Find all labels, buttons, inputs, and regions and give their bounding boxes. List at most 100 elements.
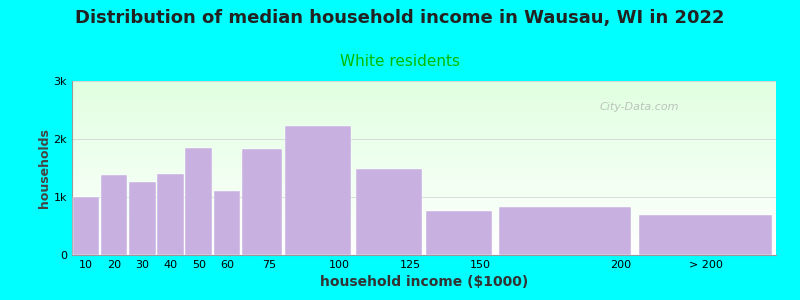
Bar (72, 123, 776, 124)
Text: City-Data.com: City-Data.com (600, 102, 679, 112)
Bar (72, 83, 776, 85)
Bar (72, 206, 776, 208)
Bar (72, 156, 776, 158)
Bar (72, 175, 776, 177)
Bar (72, 189, 776, 190)
Text: White residents: White residents (340, 54, 460, 69)
Bar (72, 135, 776, 137)
Bar (72, 220, 776, 222)
Bar (72, 142, 776, 144)
Bar (72, 239, 776, 241)
Bar (72, 215, 776, 217)
Bar (72, 222, 776, 224)
Bar (72, 93, 776, 95)
Bar (72, 243, 776, 244)
Bar (72, 81, 776, 83)
Bar (72, 187, 776, 189)
Bar (72, 232, 776, 234)
Bar (286, 126, 351, 255)
Bar (72, 180, 776, 182)
Bar (72, 130, 776, 131)
Bar (72, 246, 776, 248)
Bar (73, 197, 99, 255)
Bar (72, 208, 776, 210)
Bar (129, 182, 156, 255)
Bar (72, 198, 776, 199)
Bar (72, 185, 776, 187)
Bar (72, 109, 776, 111)
Bar (72, 85, 776, 86)
Bar (72, 199, 776, 201)
Bar (72, 161, 776, 163)
Bar (72, 184, 776, 185)
Bar (72, 107, 776, 109)
Bar (72, 114, 776, 116)
Bar (72, 192, 776, 194)
Bar (639, 215, 772, 255)
Bar (72, 253, 776, 255)
Bar (72, 217, 776, 218)
Bar (72, 201, 776, 203)
Y-axis label: households: households (38, 128, 50, 208)
Bar (356, 169, 422, 255)
Bar (72, 159, 776, 161)
Bar (426, 211, 492, 255)
Bar (72, 98, 776, 100)
Text: Distribution of median household income in Wausau, WI in 2022: Distribution of median household income … (75, 9, 725, 27)
Bar (72, 168, 776, 170)
Bar (72, 212, 776, 213)
Bar (72, 190, 776, 192)
Bar (72, 225, 776, 227)
Bar (72, 140, 776, 142)
Bar (72, 103, 776, 105)
Bar (72, 144, 776, 146)
Bar (72, 234, 776, 236)
Bar (158, 174, 184, 255)
Bar (186, 148, 212, 255)
Bar (72, 95, 776, 97)
Bar (72, 116, 776, 118)
Bar (72, 86, 776, 88)
Bar (72, 178, 776, 180)
Bar (72, 152, 776, 154)
Bar (72, 146, 776, 147)
Bar (72, 172, 776, 173)
Bar (72, 164, 776, 166)
Bar (72, 205, 776, 206)
Bar (72, 238, 776, 239)
Bar (72, 251, 776, 253)
Bar (498, 207, 631, 255)
Bar (72, 124, 776, 126)
Bar (72, 224, 776, 225)
Bar (72, 119, 776, 121)
Bar (72, 112, 776, 114)
Bar (72, 170, 776, 172)
Bar (72, 133, 776, 135)
Bar (72, 105, 776, 107)
Bar (242, 149, 282, 255)
Bar (72, 149, 776, 151)
Bar (72, 102, 776, 104)
Bar (72, 90, 776, 92)
Bar (72, 126, 776, 128)
Bar (72, 151, 776, 152)
Bar (72, 196, 776, 198)
Bar (72, 88, 776, 90)
Bar (72, 118, 776, 119)
Bar (72, 131, 776, 133)
Bar (72, 194, 776, 196)
X-axis label: household income ($1000): household income ($1000) (320, 275, 528, 290)
Bar (72, 231, 776, 233)
Bar (72, 166, 776, 168)
Bar (72, 182, 776, 184)
Bar (72, 177, 776, 178)
Bar (72, 121, 776, 123)
Bar (72, 158, 776, 159)
Bar (72, 250, 776, 251)
Bar (72, 92, 776, 93)
Bar (72, 218, 776, 220)
Bar (72, 97, 776, 98)
Bar (72, 138, 776, 140)
Bar (72, 147, 776, 149)
Bar (72, 128, 776, 130)
